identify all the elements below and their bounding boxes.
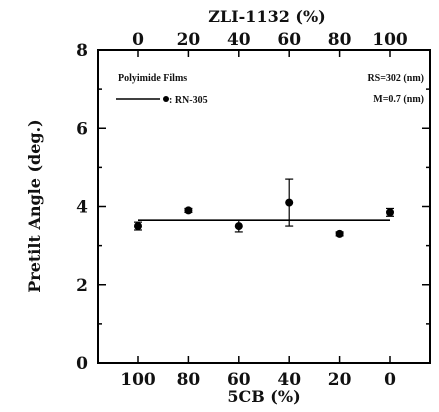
legend: Polyimide Films : RN-305 RS=302 (nm) M=0… [116,73,424,106]
x-tick-label: 40 [277,370,301,390]
legend-note-rs: RS=302 (nm) [367,73,424,84]
x-top-tick-label: 40 [227,30,251,50]
y-tick-label: 0 [76,354,88,374]
legend-note-m: M=0.7 (nm) [373,94,424,105]
x-top-tick-label: 20 [177,30,201,50]
y-tick-label: 2 [76,276,88,296]
data-point [134,222,142,231]
x-axis-title: 5CB (%) [227,387,300,406]
data-point [234,222,243,231]
x-tick-label: 20 [328,370,352,390]
data-point [184,206,193,215]
bottom-tick-labels: 100 80 60 40 20 0 [120,370,396,390]
x-top-tick-label: 80 [328,30,352,50]
y-axis-title: Pretilt Angle (deg.) [25,119,44,292]
plot-frame [97,49,431,364]
legend-title: Polyimide Films [118,73,187,84]
y-tick-label: 6 [76,119,88,139]
y-tick-label: 8 [76,41,88,61]
x-tick-label: 0 [384,370,396,390]
y-tick-labels: 0 2 4 6 8 [76,41,88,374]
x-tick-label: 80 [177,370,201,390]
x-tick-label: 60 [227,370,251,390]
x-tick-label: 100 [120,370,156,390]
x-top-tick-label: 0 [132,30,144,50]
top-tick-labels: 0 20 40 60 80 100 [132,30,408,50]
y-tick-label: 4 [76,198,88,218]
x-top-tick-label: 100 [372,30,408,50]
data-point [285,198,294,207]
legend-marker [163,96,169,102]
x-top-tick-label: 60 [277,30,301,50]
data-point [386,208,394,217]
legend-series-label: : RN-305 [169,95,208,106]
top-axis-title: ZLI-1132 (%) [208,7,326,26]
data-point [335,229,344,238]
data-points [134,178,394,238]
